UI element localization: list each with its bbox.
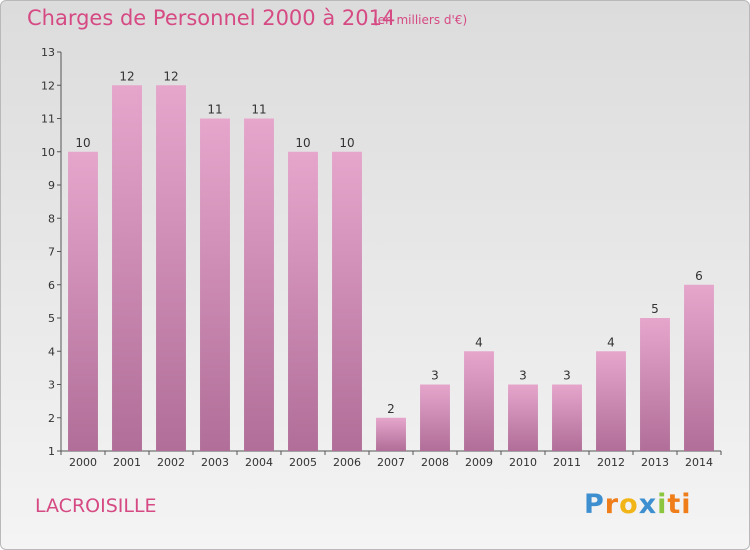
x-tick-label: 2010 — [509, 456, 537, 469]
y-tick-label: 6 — [48, 279, 55, 292]
y-tick-label: 7 — [48, 246, 55, 259]
chart-data-labels: 10 12 12 11 11 10 10 2 3 4 3 3 4 5 6 — [75, 69, 702, 416]
x-tick: 2008 — [412, 451, 449, 469]
x-tick: 2014 — [676, 451, 713, 469]
x-tick-label: 2006 — [333, 456, 361, 469]
data-label: 12 — [163, 69, 178, 83]
y-tick-label: 11 — [41, 113, 55, 126]
chart-bars — [68, 85, 714, 451]
y-tick-label: 8 — [48, 212, 55, 225]
x-tick: 2007 — [368, 451, 405, 469]
y-tick-label: 12 — [41, 79, 55, 92]
x-tick-label: 2004 — [245, 456, 273, 469]
data-label: 12 — [119, 69, 134, 83]
y-tick-label: 4 — [48, 345, 55, 358]
x-tick: 2011 — [544, 451, 581, 469]
x-tick-label: 2008 — [421, 456, 449, 469]
x-tick: 2001 — [104, 451, 141, 469]
data-label: 3 — [431, 369, 439, 383]
bar-2009 — [464, 351, 494, 451]
data-label: 3 — [519, 369, 527, 383]
bar-2008 — [420, 384, 450, 451]
y-tick: 1 — [48, 445, 61, 458]
x-tick-label: 2001 — [113, 456, 141, 469]
data-label: 10 — [75, 136, 90, 150]
data-label: 5 — [651, 302, 659, 316]
x-tick-label: 2014 — [685, 456, 713, 469]
data-label: 11 — [207, 103, 222, 117]
y-tick: 9 — [48, 179, 61, 192]
y-tick: 7 — [48, 246, 61, 259]
commune-name: LACROISILLE — [35, 495, 157, 517]
bar-2006 — [332, 151, 362, 451]
x-tick-label: 2013 — [641, 456, 669, 469]
y-tick: 2 — [48, 412, 61, 425]
x-tick-label: 2000 — [69, 456, 97, 469]
y-tick: 5 — [48, 312, 61, 325]
bar-2005 — [288, 151, 318, 451]
y-tick-label: 13 — [41, 46, 55, 59]
chart-title: Charges de Personnel 2000 à 2014 — [27, 6, 396, 30]
bar-2004 — [244, 118, 274, 451]
data-label: 11 — [251, 103, 266, 117]
proxiti-logo: Proxiti — [584, 489, 692, 520]
bar-2003 — [200, 118, 230, 451]
y-tick-label: 9 — [48, 179, 55, 192]
x-tick-label: 2007 — [377, 456, 405, 469]
bar-2007 — [376, 417, 406, 451]
bar-2011 — [552, 384, 582, 451]
bar-2001 — [112, 85, 142, 451]
x-tick: 2004 — [236, 451, 273, 469]
bar-2010 — [508, 384, 538, 451]
y-tick: 13 — [41, 46, 61, 59]
y-tick: 6 — [48, 279, 61, 292]
y-tick: 8 — [48, 212, 61, 225]
x-tick: 2005 — [280, 451, 317, 469]
y-tick: 10 — [41, 146, 61, 159]
bar-2012 — [596, 351, 626, 451]
y-tick-label: 2 — [48, 412, 55, 425]
bar-2000 — [68, 151, 98, 451]
y-tick-label: 10 — [41, 146, 55, 159]
y-tick: 12 — [41, 79, 61, 92]
x-tick: 2013 — [632, 451, 669, 469]
data-label: 4 — [607, 335, 615, 349]
x-tick: 2009 — [456, 451, 493, 469]
bar-2002 — [156, 85, 186, 451]
x-tick: 2002 — [148, 451, 185, 469]
data-label: 4 — [475, 335, 483, 349]
x-tick-label: 2011 — [553, 456, 581, 469]
data-label: 3 — [563, 369, 571, 383]
y-tick-label: 3 — [48, 379, 55, 392]
data-label: 6 — [695, 269, 703, 283]
data-label: 10 — [295, 136, 310, 150]
bar-2013 — [640, 318, 670, 451]
data-label: 2 — [387, 402, 395, 416]
y-tick: 3 — [48, 379, 61, 392]
data-label: 10 — [339, 136, 354, 150]
x-tick-label: 2003 — [201, 456, 229, 469]
y-tick: 4 — [48, 345, 61, 358]
x-tick: 2006 — [324, 451, 361, 469]
x-tick: 2012 — [588, 451, 625, 469]
chart-subtitle: (en milliers d'€) — [373, 13, 468, 27]
y-tick-label: 1 — [48, 445, 55, 458]
x-tick: 2003 — [192, 451, 229, 469]
x-tick: 2010 — [500, 451, 537, 469]
x-tick: 2000 — [60, 451, 97, 469]
x-tick-label: 2009 — [465, 456, 493, 469]
x-tick-label: 2002 — [157, 456, 185, 469]
x-tick-label: 2005 — [289, 456, 317, 469]
bar-2014 — [684, 284, 714, 451]
y-tick-label: 5 — [48, 312, 55, 325]
x-tick-label: 2012 — [597, 456, 625, 469]
y-tick: 11 — [41, 113, 61, 126]
